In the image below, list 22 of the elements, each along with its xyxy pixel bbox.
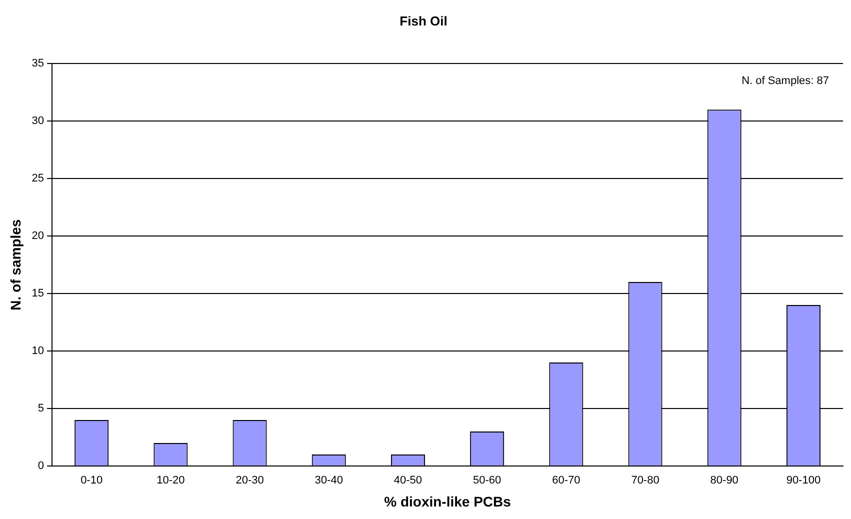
x-tick-label: 40-50	[394, 474, 422, 487]
y-tick-label: 20	[32, 230, 44, 242]
annotation: N. of Samples: 87	[742, 75, 829, 88]
y-tick-label: 15	[32, 288, 44, 300]
y-tick-label: 10	[32, 345, 44, 358]
x-tick-label: 0-10	[80, 474, 103, 487]
y-tick-label: 5	[38, 402, 44, 415]
x-tick-label: 10-20	[156, 474, 185, 487]
y-tick-label: 25	[32, 172, 44, 185]
chart-title: Fish Oil	[400, 13, 448, 28]
y-tick-label: 0	[38, 460, 44, 472]
x-axis-title: % dioxin-like PCBs	[384, 493, 512, 510]
x-tick-label: 80-90	[710, 474, 738, 487]
y-tick-label: 35	[32, 58, 44, 70]
x-tick-label: 60-70	[552, 474, 580, 487]
x-tick-label: 30-40	[314, 474, 343, 487]
y-tick-label: 30	[32, 115, 44, 128]
x-tick-label: 50-60	[472, 474, 502, 487]
x-tick-label: 20-30	[236, 474, 264, 487]
y-axis-title: N. of samples	[7, 219, 24, 310]
x-tick-label: 90-100	[786, 474, 821, 487]
x-tick-label: 70-80	[631, 474, 660, 487]
